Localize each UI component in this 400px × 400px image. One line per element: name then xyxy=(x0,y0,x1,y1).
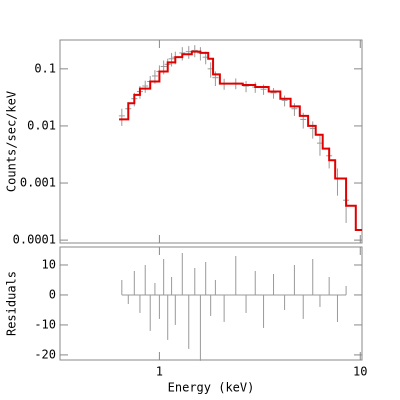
x-axis-label: Energy (keV) xyxy=(168,381,255,395)
plot-frame xyxy=(59,39,363,244)
y-tick-label: -20 xyxy=(34,347,56,361)
y-tick-label: 10 xyxy=(42,257,56,271)
x-tick-label: 10 xyxy=(353,365,367,379)
y-tick-label: -10 xyxy=(34,317,56,331)
y-tick-label: 0.1 xyxy=(34,61,56,75)
y-tick-label: 0.0001 xyxy=(13,233,56,247)
plot-frame xyxy=(59,246,363,361)
y-tick-label: 0.01 xyxy=(27,118,56,132)
y-axis-label: Residuals xyxy=(5,271,19,336)
model-line xyxy=(119,50,362,232)
y-axis-label: Counts/sec/keV xyxy=(5,91,19,192)
y-tick-label: 0 xyxy=(49,287,56,301)
x-tick-label: 1 xyxy=(156,365,163,379)
y-tick-label: 0.001 xyxy=(20,176,56,190)
